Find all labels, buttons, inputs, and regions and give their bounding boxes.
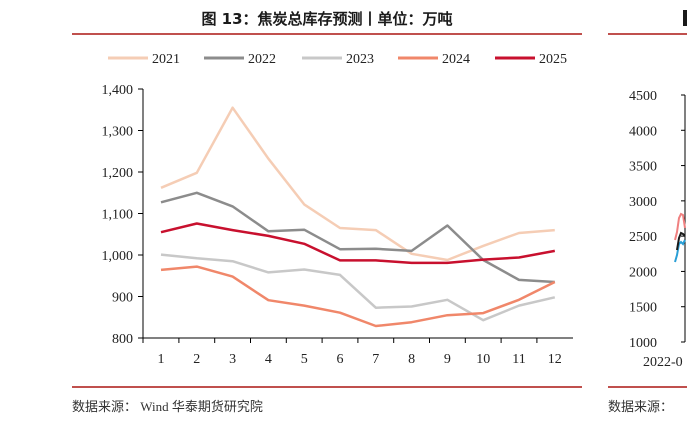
series-line-2021 bbox=[160, 106, 555, 262]
right-y-tick-label: 3000 bbox=[629, 195, 657, 210]
chart-panel-right-cropped: 4500 4000 3500 3000 2500 2000 1500 1000 2022-0 数… bbox=[605, 0, 687, 423]
cropped-chart: 4500 4000 3500 3000 2500 2000 1500 1000 2022-0 bbox=[629, 89, 686, 370]
chart-legend: 2021 2022 2023 2024 2025 bbox=[108, 52, 567, 67]
chart-series bbox=[160, 106, 556, 328]
series-line-2023 bbox=[160, 253, 556, 322]
series-line-2022 bbox=[160, 191, 555, 284]
title-rule bbox=[72, 33, 582, 35]
legend-label-2025: 2025 bbox=[539, 52, 567, 67]
right-y-tick-label: 4000 bbox=[629, 124, 657, 139]
right-source-rule bbox=[608, 386, 687, 388]
legend-label-2021: 2021 bbox=[152, 52, 180, 67]
y-tick-label: 1,300 bbox=[102, 125, 134, 140]
right-series-fragment bbox=[676, 231, 686, 251]
right-y-tick-label: 1000 bbox=[629, 336, 657, 351]
right-y-tick-label: 3500 bbox=[629, 160, 657, 175]
x-tick-label: 9 bbox=[444, 352, 451, 367]
legend-label-2024: 2024 bbox=[442, 52, 470, 67]
source-rule bbox=[72, 386, 582, 388]
x-tick-label: 8 bbox=[408, 352, 415, 367]
line-chart: 2021 2022 2023 2024 2025 800 900 1,000 1,100 1,2… bbox=[102, 52, 573, 367]
y-tick-label: 800 bbox=[112, 332, 133, 347]
x-tick-label: 11 bbox=[512, 352, 525, 367]
x-tick-label: 3 bbox=[229, 352, 236, 367]
right-data-source: 数据来源： bbox=[608, 399, 674, 414]
y-tick-label: 1,400 bbox=[102, 83, 134, 98]
legend-label-2022: 2022 bbox=[248, 52, 276, 67]
x-tick-label: 6 bbox=[337, 352, 344, 367]
cropped-title-glyph bbox=[683, 10, 687, 26]
x-tick-label: 5 bbox=[301, 352, 308, 367]
legend-label-2023: 2023 bbox=[346, 52, 374, 67]
y-tick-label: 1,100 bbox=[102, 208, 134, 223]
chart-panel-left: 图 13：焦炭总库存预测丨单位：万吨 2021 2022 2023 2024 2025 … bbox=[72, 10, 582, 414]
right-series-fragment bbox=[674, 212, 686, 241]
x-tick-label: 7 bbox=[372, 352, 379, 367]
series-line-2025 bbox=[160, 222, 556, 265]
x-tick-label: 4 bbox=[265, 352, 272, 367]
y-tick-label: 1,200 bbox=[102, 166, 134, 181]
x-tick-label: 1 bbox=[158, 352, 165, 367]
data-source: 数据来源： Wind 华泰期货研究院 bbox=[72, 399, 263, 414]
x-tick-label: 2 bbox=[193, 352, 200, 367]
right-y-tick-label: 1500 bbox=[629, 301, 657, 316]
y-tick-label: 900 bbox=[112, 291, 133, 306]
x-tick-label: 10 bbox=[476, 352, 490, 367]
right-y-tick-label: 2000 bbox=[629, 265, 657, 280]
right-x-tick-label: 2022-0 bbox=[643, 355, 683, 370]
right-y-tick-label: 4500 bbox=[629, 89, 657, 104]
right-y-tick-label: 2500 bbox=[629, 230, 657, 245]
y-tick-label: 1,000 bbox=[102, 249, 134, 264]
series-line-2024 bbox=[160, 265, 556, 328]
x-tick-label: 12 bbox=[548, 352, 562, 367]
right-series-fragment bbox=[674, 239, 686, 263]
chart-title: 图 13：焦炭总库存预测丨单位：万吨 bbox=[201, 10, 453, 28]
right-title-rule bbox=[608, 33, 687, 35]
